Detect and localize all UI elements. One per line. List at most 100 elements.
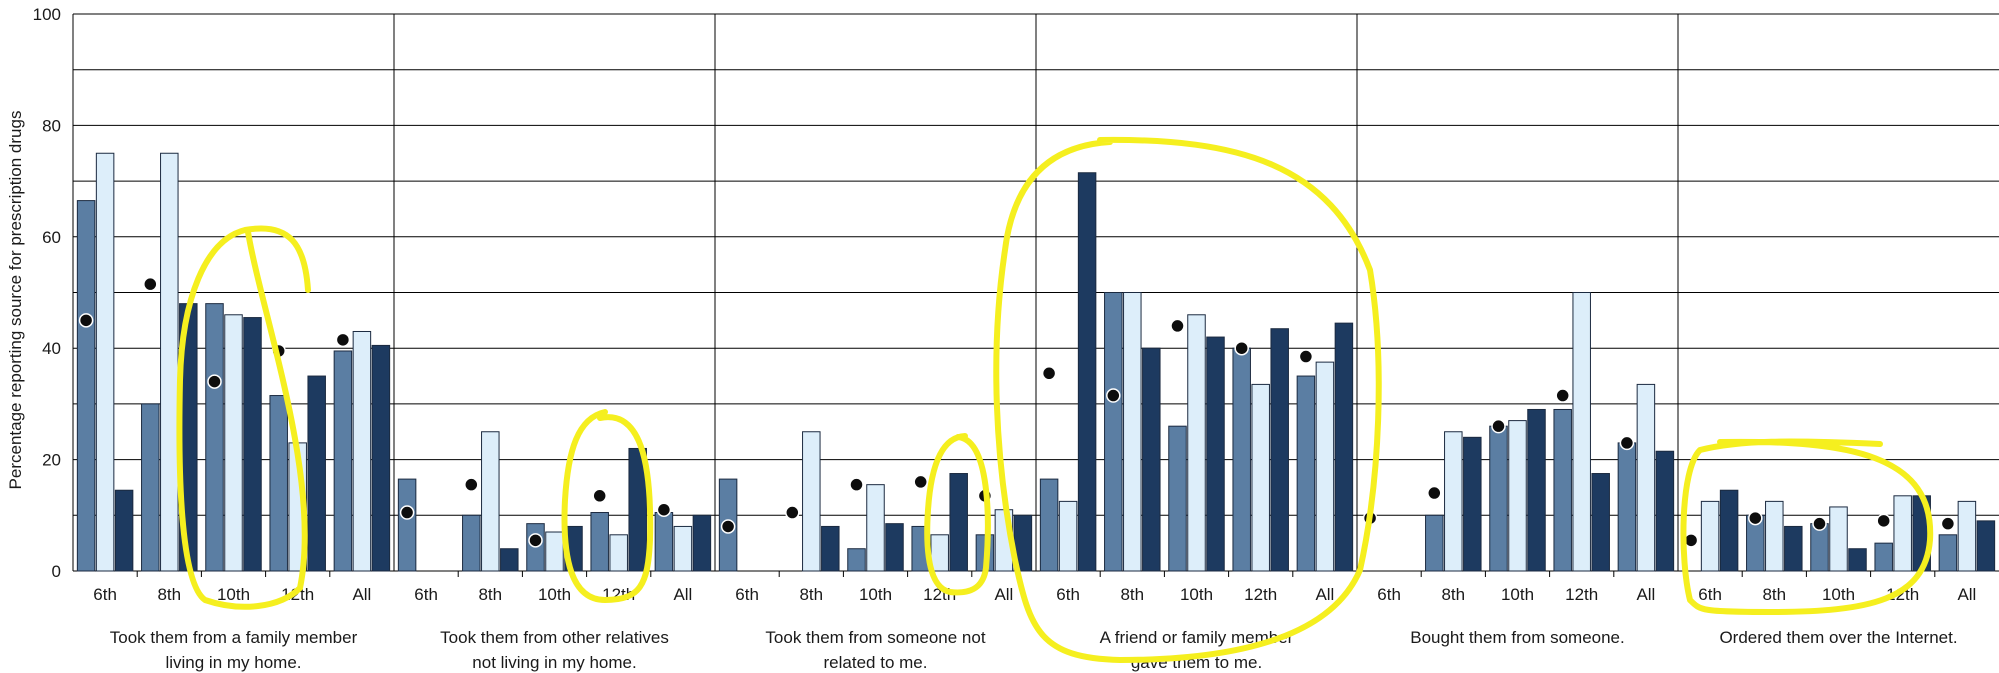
mean-marker xyxy=(720,519,736,534)
mean-marker xyxy=(1170,318,1185,334)
mean-marker xyxy=(592,488,607,504)
x-tick-label: 10th xyxy=(1180,585,1213,604)
bar-series-2 xyxy=(673,525,693,572)
mean-marker xyxy=(1619,435,1635,451)
bar-series-1 xyxy=(76,200,96,572)
group-label-line: Took them from a family member xyxy=(110,628,358,647)
x-tick-label: 12th xyxy=(1886,585,1919,604)
x-tick-label: 6th xyxy=(735,585,759,604)
bar-series-2 xyxy=(1251,383,1270,572)
bar-series-2 xyxy=(1444,431,1463,572)
mean-marker xyxy=(528,533,543,548)
bar-series-3 xyxy=(1655,450,1675,572)
bar-series-2 xyxy=(481,431,500,572)
bar-series-1 xyxy=(1874,542,1893,572)
bar-series-3 xyxy=(371,344,391,572)
bar-series-1 xyxy=(1553,408,1572,572)
y-tick-label: 0 xyxy=(52,562,61,581)
bar-series-2 xyxy=(930,534,949,572)
bar-series-1 xyxy=(333,350,353,572)
bar-series-2 xyxy=(1572,292,1591,572)
group-label-line: A friend or family member xyxy=(1100,628,1294,647)
x-tick-label: 6th xyxy=(1698,585,1722,604)
bar-series-1 xyxy=(205,303,224,572)
group-label-line: related to me. xyxy=(824,653,928,672)
bar-series-3 xyxy=(500,548,519,572)
bar-series-3 xyxy=(1206,336,1225,572)
bar-series-1 xyxy=(1232,347,1251,572)
x-tick-label: All xyxy=(1957,585,1976,604)
bar-series-2 xyxy=(1123,292,1142,572)
grid-layer xyxy=(72,13,1999,577)
highlight-circle-friend-family xyxy=(993,136,1382,663)
x-tick-label: 8th xyxy=(1762,585,1786,604)
mean-marker xyxy=(1106,388,1121,403)
bar-series-1 xyxy=(462,514,481,572)
bar-series-3 xyxy=(1142,347,1161,572)
mean-marker xyxy=(1491,418,1506,434)
bar-series-2 xyxy=(545,531,564,572)
x-tick-label: All xyxy=(994,585,1013,604)
bar-series-1 xyxy=(654,512,674,572)
mean-marker xyxy=(656,502,672,517)
x-tick-label: 12th xyxy=(1565,585,1598,604)
group-label-line: Bought them from someone. xyxy=(1410,628,1625,647)
bar-series-3 xyxy=(949,473,968,572)
x-tick-label: 6th xyxy=(1377,585,1401,604)
mean-marker xyxy=(1234,340,1249,356)
bar-series-3 xyxy=(1077,172,1097,572)
mean-marker xyxy=(849,477,864,492)
mean-marker xyxy=(1041,366,1057,381)
bar-series-1 xyxy=(1938,534,1958,572)
group-label-line: Ordered them over the Internet. xyxy=(1719,628,1957,647)
mean-marker xyxy=(1427,485,1442,501)
bar-series-2 xyxy=(224,314,243,572)
bar-series-1 xyxy=(1296,375,1316,572)
x-tick-label: 10th xyxy=(217,585,250,604)
bar-series-1 xyxy=(1104,292,1123,572)
group-label-line: living in my home. xyxy=(165,653,301,672)
bar-series-2 xyxy=(1058,500,1078,572)
highlight-circle-not-related xyxy=(924,433,991,596)
bar-series-2 xyxy=(1957,500,1977,572)
x-tick-label: 8th xyxy=(1120,585,1144,604)
x-tick-label: 8th xyxy=(157,585,181,604)
mean-marker xyxy=(1298,349,1314,364)
bar-series-2 xyxy=(1187,314,1206,572)
bar-series-3 xyxy=(1527,408,1546,572)
bar-series-3 xyxy=(821,525,840,572)
bar-series-3 xyxy=(1270,328,1289,572)
y-tick-label: 40 xyxy=(42,339,61,358)
bar-series-3 xyxy=(1591,473,1610,572)
bar-series-3 xyxy=(307,375,326,572)
x-tick-label: 6th xyxy=(1056,585,1080,604)
bar-series-1 xyxy=(1168,425,1187,572)
bar-series-2 xyxy=(1893,495,1912,572)
mean-marker xyxy=(335,332,351,348)
bar-series-2 xyxy=(1636,383,1656,572)
bar-series-1 xyxy=(1617,442,1637,572)
x-tick-label: All xyxy=(1636,585,1655,604)
bar-series-3 xyxy=(1719,489,1739,572)
mean-marker xyxy=(1812,516,1827,531)
bar-series-1 xyxy=(397,478,417,572)
bar-series-2 xyxy=(1829,506,1848,572)
x-tick-label: 12th xyxy=(1244,585,1277,604)
bar-series-1 xyxy=(141,403,160,572)
bar-series-3 xyxy=(243,317,262,572)
bar-series-2 xyxy=(1765,500,1784,572)
y-tick-label: 100 xyxy=(33,5,61,24)
bar-series-2 xyxy=(1508,420,1527,572)
mean-marker xyxy=(1748,510,1763,526)
x-tick-label: 6th xyxy=(414,585,438,604)
mean-marker xyxy=(1940,516,1956,531)
bar-series-3 xyxy=(114,489,134,572)
bar-series-2 xyxy=(609,534,628,572)
y-axis-label: Percentage reporting source for prescrip… xyxy=(6,111,25,490)
bar-series-3 xyxy=(692,514,712,572)
x-tick-label: 6th xyxy=(93,585,117,604)
bar-series-2 xyxy=(866,484,885,572)
x-tick-label: 10th xyxy=(1822,585,1855,604)
highlight-circle-internet xyxy=(1680,438,1934,615)
